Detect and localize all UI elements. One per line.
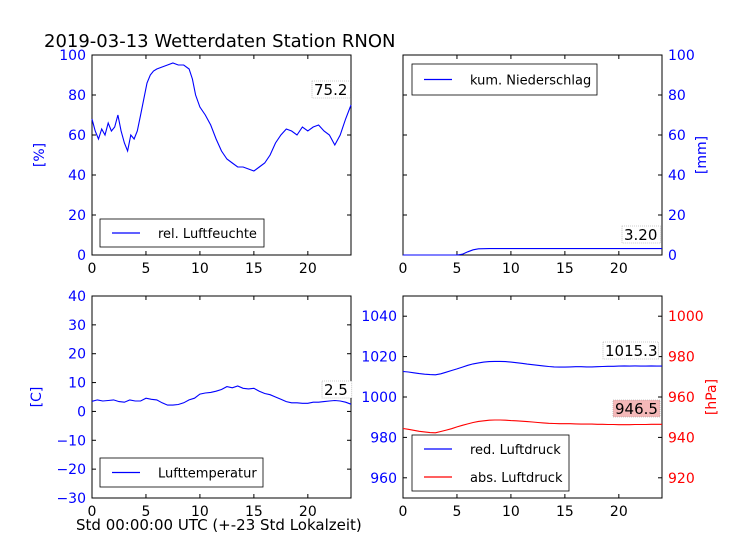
y-axis-label: [hPa] (704, 379, 720, 415)
y-tick-label: −30 (56, 491, 86, 507)
x-tick-label: 0 (88, 261, 97, 277)
chart-panel-1: 0 5 10 15 20 0 20 40 60 80 100 [%] rel. Luftfeuchte 7… (32, 48, 352, 277)
x-tick-label: 10 (502, 504, 520, 520)
y-tick-label: 0 (77, 248, 86, 264)
y-tick-label: 10 (68, 376, 86, 392)
series-line-2 (402, 419, 662, 434)
x-tick-label: 0 (399, 261, 408, 277)
y-right-tick-label: 940 (668, 430, 695, 446)
chart-panel-3: 0 5 10 15 20 −30 −20 −10 0 10 20 30 40 [C] Lufttempera… (29, 289, 353, 520)
y-right-tick-label: 920 (668, 471, 695, 487)
plot-frame (91, 54, 352, 256)
y-tick-label: 40 (668, 168, 686, 184)
y-tick-label: 100 (59, 48, 86, 64)
x-tick-label: 5 (452, 261, 461, 277)
series-line-1 (402, 360, 662, 376)
y-tick-label: 80 (668, 88, 686, 104)
x-tick-label: 0 (399, 504, 408, 520)
y-axis-label: [%] (32, 143, 48, 167)
y-right-tick-label: 960 (668, 390, 695, 406)
x-tick-label: 0 (88, 504, 97, 520)
value-annotation-box (602, 341, 659, 360)
value-annotation: 3.20 (624, 226, 657, 244)
figure-title: 2019-03-13 Wetterdaten Station RNON (44, 31, 396, 52)
y-tick-label: 980 (370, 430, 397, 446)
y-tick-label: 60 (668, 128, 686, 144)
y-axis-label: [C] (29, 387, 45, 408)
y-right-tick-label: 980 (668, 350, 695, 366)
x-tick-label: 10 (502, 261, 520, 277)
x-tick-label: 20 (610, 261, 628, 277)
value-annotation: 75.2 (314, 81, 347, 99)
y-tick-label: −10 (56, 433, 86, 449)
value-annotation-box (311, 80, 351, 99)
x-tick-label: 15 (245, 504, 263, 520)
plot-frame (402, 54, 663, 256)
y-right-tick-label: 1000 (668, 309, 704, 325)
y-tick-label: 40 (68, 168, 86, 184)
legend-label: abs. Luftdruck (470, 471, 563, 486)
value-annotation-box (612, 399, 661, 418)
y-tick-label: 30 (68, 318, 86, 334)
y-tick-label: 80 (68, 88, 86, 104)
x-tick-label: 5 (452, 504, 461, 520)
y-tick-label: 1020 (361, 350, 397, 366)
legend-box (411, 434, 570, 492)
x-axis-caption: Std 00:00:00 UTC (+-23 Std Lokalzeit) (76, 516, 362, 534)
chart-panel-4: 0 5 10 15 20 960 980 1000 1020 1040 920 940 960 980 10… (361, 295, 720, 520)
legend-label: Lufttemperatur (158, 467, 257, 482)
y-tick-label: 0 (77, 404, 86, 420)
series-line-1 (91, 62, 352, 172)
value-annotation-box (321, 380, 353, 399)
chart-panel-2: 0 5 10 15 20 0 20 40 60 80 100 [mm] kum. Niederschla… (399, 48, 710, 277)
y-axis-label: [mm] (694, 136, 710, 174)
x-tick-label: 10 (191, 261, 209, 277)
x-tick-label: 5 (141, 504, 150, 520)
value-annotation: 946.5 (615, 400, 658, 418)
legend-label: red. Luftdruck (470, 443, 561, 458)
x-tick-label: 15 (245, 261, 263, 277)
y-tick-label: 1000 (361, 390, 397, 406)
legend-label: rel. Luftfeuchte (158, 227, 257, 242)
x-tick-label: 15 (556, 504, 574, 520)
y-tick-label: 20 (668, 208, 686, 224)
y-tick-label: 960 (370, 471, 397, 487)
x-tick-label: 20 (610, 504, 628, 520)
x-tick-label: 20 (299, 504, 317, 520)
y-tick-label: 100 (668, 48, 695, 64)
y-tick-label: 60 (68, 128, 86, 144)
y-tick-label: 0 (668, 248, 677, 264)
y-tick-label: −20 (56, 462, 86, 478)
value-annotation: 2.5 (324, 381, 348, 399)
x-tick-label: 5 (141, 261, 150, 277)
series-line-1 (91, 385, 352, 406)
x-tick-label: 10 (191, 504, 209, 520)
x-tick-label: 20 (299, 261, 317, 277)
y-tick-label: 1040 (361, 309, 397, 325)
y-tick-label: 40 (68, 289, 86, 305)
x-tick-label: 15 (556, 261, 574, 277)
value-annotation: 1015.3 (605, 342, 658, 360)
y-tick-label: 20 (68, 347, 86, 363)
y-tick-label: 20 (68, 208, 86, 224)
series-line-1 (403, 248, 662, 256)
legend-label: kum. Niederschlag (470, 74, 591, 89)
value-annotation-box (621, 225, 661, 244)
